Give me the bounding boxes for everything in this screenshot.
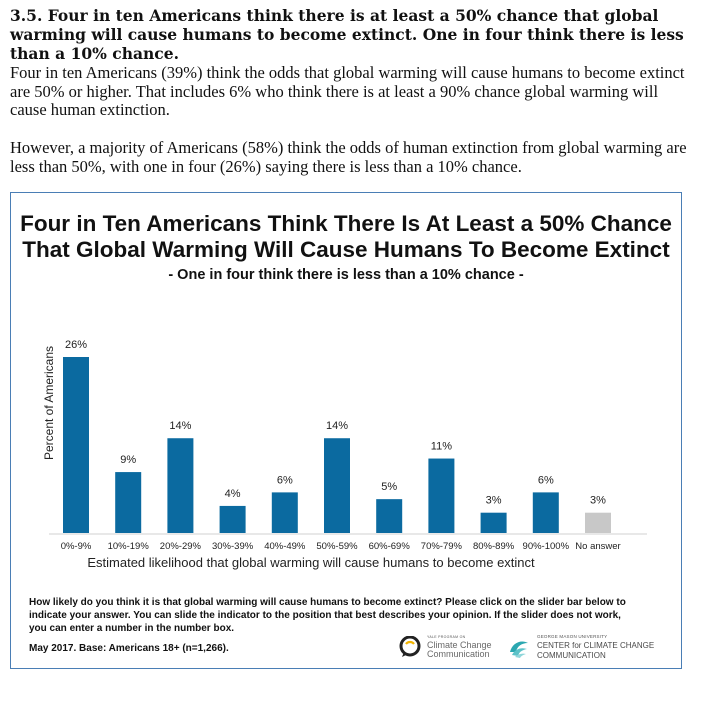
x-tick-80%-89%: 80%-89% [473, 541, 515, 552]
data-label-70%-79%: 11% [431, 441, 452, 453]
bar-90%-100% [532, 492, 559, 533]
chart-title-line-1: Four in Ten Americans Think There Is At … [20, 211, 672, 236]
data-label-80%-89%: 3% [486, 495, 502, 507]
x-tick-60%-69%: 60%-69% [369, 541, 411, 552]
bar-No answer [585, 512, 611, 533]
x-tick-10%-19%: 10%-19% [108, 541, 150, 552]
bar-40%-49% [271, 492, 298, 533]
bar-60%-69% [376, 499, 403, 533]
x-tick-No answer: No answer [575, 541, 620, 552]
data-label-40%-49%: 6% [277, 474, 293, 486]
paragraph-1: Four in ten Americans (39%) think the od… [10, 63, 685, 119]
x-tick-70%-79%: 70%-79% [421, 541, 463, 552]
yale-program-text: YALE PROGRAM ON [427, 635, 466, 639]
chart-title-line-2: That Global Warming Will Cause Humans To… [22, 237, 670, 262]
yale-logo-line-2: Communication [427, 649, 490, 659]
section-heading: 3.5. Four in ten Americans think there i… [10, 6, 684, 63]
data-label-30%-39%: 4% [225, 488, 241, 500]
x-tick-20%-29%: 20%-29% [160, 541, 202, 552]
speech-bubble-icon [399, 636, 421, 657]
x-tick-40%-49%: 40%-49% [264, 541, 306, 552]
gmu-logo-line-2: COMMUNICATION [537, 651, 606, 660]
survey-base: May 2017. Base: Americans 18+ (n=1,266). [29, 643, 229, 654]
bar-80%-89% [480, 512, 507, 533]
data-label-50%-59%: 14% [326, 420, 348, 432]
gmu-climate-logo: GEORGE MASON UNIVERSITY CENTER for CLIMA… [507, 633, 657, 663]
bar-chart: Percent of Americans 26% 9% 14% 4% 6% 14% 5% 11… [42, 339, 647, 570]
data-label-20%-29%: 14% [169, 420, 191, 432]
yale-climate-logo: YALE PROGRAM ON Climate Change Communica… [399, 633, 499, 661]
gmu-university-text: GEORGE MASON UNIVERSITY [537, 634, 608, 639]
yale-logo-line-1: Climate Change [427, 640, 492, 650]
data-label-10%-19%: 9% [120, 454, 136, 466]
paragraph-2: However, a majority of Americans (58%) t… [10, 138, 687, 176]
data-label-60%-69%: 5% [381, 481, 397, 493]
survey-question: How likely do you think it is that globa… [29, 597, 626, 634]
chart-subtitle: - One in four think there is less than a… [168, 267, 524, 283]
x-tick-50%-59%: 50%-59% [316, 541, 358, 552]
chart-title: Four in Ten Americans Think There Is At … [11, 211, 681, 263]
data-label-No answer: 3% [590, 495, 606, 507]
bar-50%-59% [324, 438, 350, 533]
bar-70%-79% [428, 458, 455, 533]
y-axis-label: Percent of Americans [42, 346, 56, 460]
chart-figure: Four in Ten Americans Think There Is At … [10, 192, 682, 669]
bar-20%-29% [167, 438, 194, 533]
bar-10%-19% [115, 472, 142, 533]
gmu-logo-line-1: CENTER for CLIMATE CHANGE [537, 641, 655, 650]
x-tick-90%-100%: 90%-100% [523, 541, 570, 552]
x-tick-30%-39%: 30%-39% [212, 541, 254, 552]
data-label-90%-100%: 6% [538, 474, 554, 486]
x-tick-0%-9%: 0%-9% [61, 541, 92, 552]
bar-30%-39% [219, 505, 246, 533]
wave-swirl-icon [510, 641, 528, 658]
bar-0%-9% [63, 357, 89, 533]
data-label-0%-9%: 26% [65, 339, 87, 351]
x-axis-label: Estimated likelihood that global warming… [87, 555, 535, 570]
